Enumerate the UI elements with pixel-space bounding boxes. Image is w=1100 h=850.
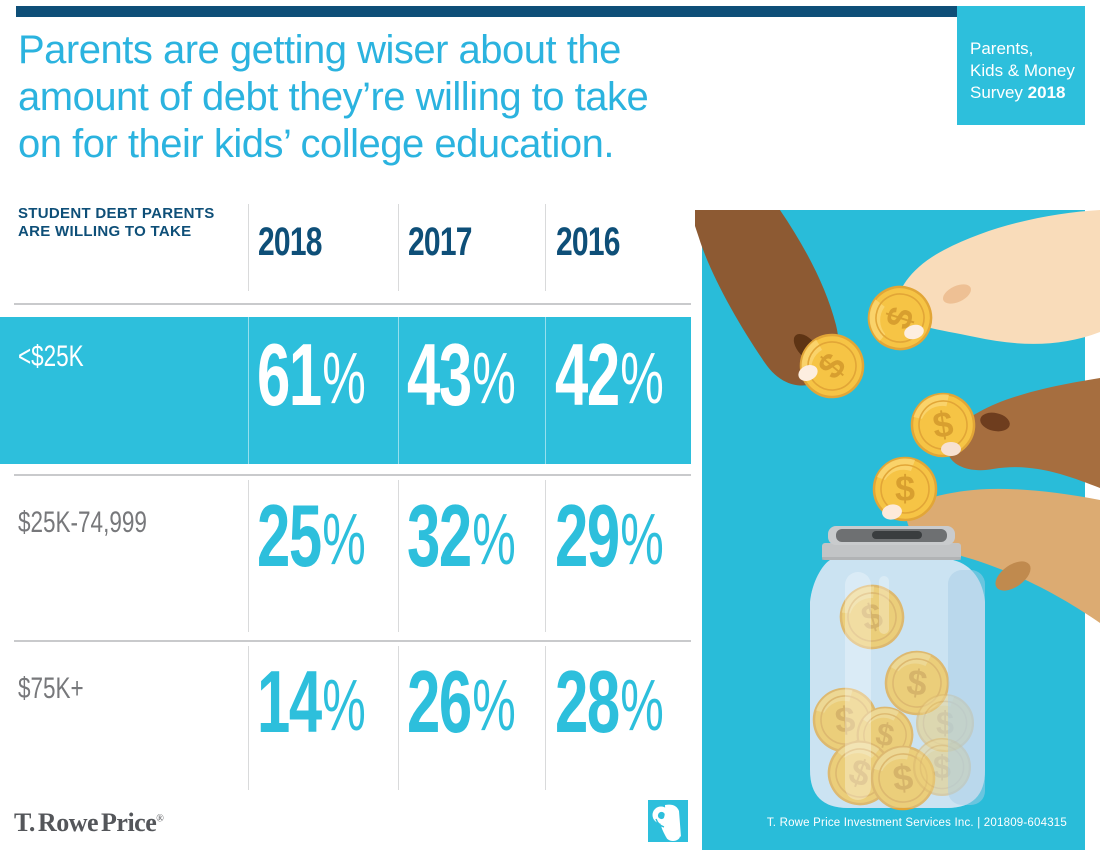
cell-2017: 32% xyxy=(407,486,516,585)
percent-sign: % xyxy=(620,339,664,419)
cell-2016: 29% xyxy=(555,486,664,585)
percent-sign: % xyxy=(472,666,516,746)
column-header-2018: 2018 xyxy=(258,220,322,264)
percent-sign: % xyxy=(620,666,664,746)
row-divider xyxy=(248,480,249,632)
row-divider xyxy=(398,646,399,790)
cell-2018: 14% xyxy=(257,652,366,751)
hand-dropping-coin-dark xyxy=(695,210,877,411)
cell-2016: 28% xyxy=(555,652,664,751)
badge-year: 2018 xyxy=(1027,83,1066,102)
column-header-2017: 2017 xyxy=(408,220,472,264)
table-rule xyxy=(14,303,691,305)
percent-sign: % xyxy=(620,500,664,580)
top-accent-bar xyxy=(16,6,1085,17)
ram-icon xyxy=(652,804,681,841)
badge-line-3: Survey 2018 xyxy=(970,83,1066,102)
percent-sign: % xyxy=(322,500,366,580)
table-rule xyxy=(14,640,691,642)
cell-2017: 43% xyxy=(407,325,516,424)
hand-dropping-coin-pale xyxy=(859,210,1100,359)
row-divider xyxy=(398,480,399,632)
title-line-2: amount of debt they’re willing to take xyxy=(18,75,649,119)
row-divider xyxy=(545,646,546,790)
header-divider xyxy=(398,204,399,291)
row-label: $25K-74,999 xyxy=(18,506,147,539)
header-divider xyxy=(248,204,249,291)
percent-sign: % xyxy=(322,666,366,746)
row-label: <$25K xyxy=(18,340,84,373)
title-line-3: on for their kids’ college education. xyxy=(18,122,614,166)
coin-slot xyxy=(872,531,922,539)
cell-2018: 61% xyxy=(257,325,366,424)
badge-line-1: Parents, xyxy=(970,39,1034,58)
percent-sign: % xyxy=(472,339,516,419)
fine-print: T. Rowe Price Investment Services Inc. |… xyxy=(766,817,1067,829)
header-divider xyxy=(545,204,546,291)
table-row-under25k: <$25K 61% 43% 42% xyxy=(0,317,691,464)
title-line-1: Parents are getting wiser about the xyxy=(18,28,621,72)
percent-sign: % xyxy=(322,339,366,419)
row-divider xyxy=(248,646,249,790)
row-divider xyxy=(398,317,399,464)
trp-ram-logo xyxy=(648,800,688,842)
row-label: $75K+ xyxy=(18,672,84,705)
jar-lid xyxy=(822,526,961,560)
row-divider xyxy=(545,480,546,632)
survey-badge: Parents, Kids & Money Survey 2018 xyxy=(957,6,1085,125)
table-rule xyxy=(14,474,691,476)
cell-2017: 26% xyxy=(407,652,516,751)
row-divider xyxy=(248,317,249,464)
coins-jar-illustration: $ xyxy=(695,210,1100,850)
row-divider xyxy=(545,317,546,464)
column-header-2016: 2016 xyxy=(556,220,620,264)
percent-sign: % xyxy=(472,500,516,580)
hand-dropping-coin-tan xyxy=(872,456,1100,623)
cell-2018: 25% xyxy=(257,486,366,585)
cell-2016: 42% xyxy=(555,325,664,424)
badge-line-2: Kids & Money xyxy=(970,61,1075,80)
table-row-header: STUDENT DEBT PARENTS ARE WILLING TO TAKE xyxy=(18,205,215,240)
registered-mark: ® xyxy=(156,813,164,825)
page-title: Parents are getting wiser about the amou… xyxy=(18,27,738,168)
trp-wordmark: T. Rowe Price® xyxy=(14,808,164,837)
jar-icon xyxy=(810,526,985,814)
hand-dropping-coin-brown xyxy=(906,378,1100,488)
